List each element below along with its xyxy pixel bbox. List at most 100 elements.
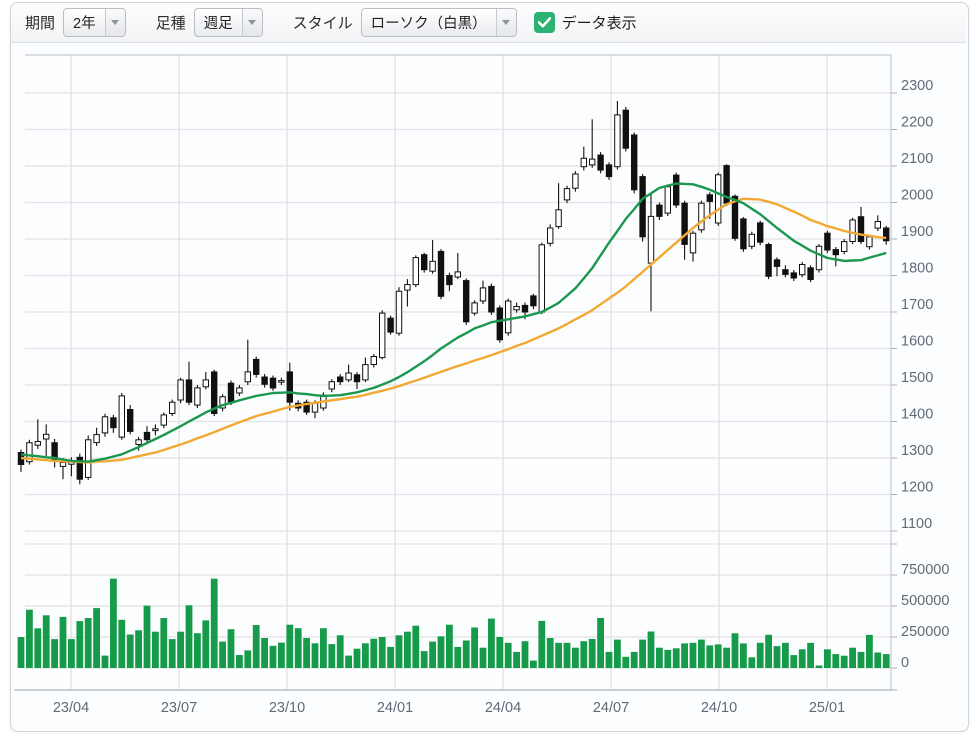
volume-bar[interactable]	[152, 631, 159, 668]
candle[interactable]	[337, 374, 344, 385]
volume-bar[interactable]	[378, 637, 386, 668]
volume-bar[interactable]	[194, 633, 201, 668]
candle[interactable]	[387, 315, 394, 335]
volume-bar[interactable]	[227, 629, 235, 668]
volume-bar[interactable]	[185, 605, 193, 668]
volume-bar[interactable]	[630, 651, 638, 668]
candle[interactable]	[412, 255, 420, 288]
candle[interactable]	[395, 287, 403, 336]
volume-bar[interactable]	[614, 639, 621, 668]
volume-bar[interactable]	[210, 578, 218, 668]
volume-bar[interactable]	[236, 655, 243, 668]
volume-bar[interactable]	[546, 638, 554, 668]
candle[interactable]	[169, 399, 176, 416]
candle[interactable]	[681, 200, 688, 260]
candle[interactable]	[614, 101, 621, 170]
volume-bar[interactable]	[244, 650, 252, 668]
volume-bar[interactable]	[731, 633, 739, 668]
candle[interactable]	[43, 424, 50, 457]
candle[interactable]	[505, 298, 512, 336]
volume-bar[interactable]	[345, 655, 352, 668]
candle[interactable]	[799, 262, 806, 278]
candle[interactable]	[219, 394, 226, 412]
period-select-arrow-button[interactable]	[104, 9, 125, 36]
candle[interactable]	[748, 231, 755, 250]
volume-bar[interactable]	[572, 647, 579, 668]
volume-bar[interactable]	[471, 627, 478, 669]
volume-bar[interactable]	[479, 647, 487, 668]
volume-bar[interactable]	[446, 624, 453, 668]
volume-bar[interactable]	[143, 605, 151, 668]
candle[interactable]	[572, 171, 579, 192]
candle[interactable]	[261, 374, 268, 388]
volume-bar[interactable]	[521, 641, 529, 668]
candle[interactable]	[488, 283, 495, 315]
volume-bar[interactable]	[404, 631, 411, 668]
volume-bar[interactable]	[748, 657, 756, 668]
volume-bar[interactable]	[17, 637, 25, 668]
candle[interactable]	[437, 249, 445, 300]
volume-bar[interactable]	[664, 649, 672, 668]
candle[interactable]	[555, 183, 562, 229]
volume-bar[interactable]	[362, 643, 369, 668]
volume-bar[interactable]	[59, 616, 67, 668]
volume-bar[interactable]	[513, 651, 520, 668]
volume-bar[interactable]	[496, 637, 504, 668]
volume-bar[interactable]	[832, 654, 840, 668]
data-display-checkbox[interactable]	[533, 12, 555, 33]
bartype-select-arrow-button[interactable]	[241, 9, 262, 36]
candle[interactable]	[143, 426, 151, 444]
volume-bar[interactable]	[857, 651, 865, 668]
volume-bar[interactable]	[303, 638, 310, 668]
candle[interactable]	[421, 252, 428, 273]
volume-bar[interactable]	[698, 639, 705, 668]
volume-bar[interactable]	[202, 620, 210, 668]
candle[interactable]	[832, 247, 839, 267]
volume-bar[interactable]	[101, 655, 109, 668]
candle[interactable]	[278, 377, 285, 385]
volume-bars[interactable]	[17, 578, 890, 669]
candle[interactable]	[815, 244, 823, 273]
volume-bar[interactable]	[790, 655, 798, 668]
candle[interactable]	[101, 413, 109, 437]
candle[interactable]	[446, 272, 453, 292]
volume-bar[interactable]	[782, 642, 789, 668]
candle[interactable]	[664, 184, 671, 216]
candle[interactable]	[471, 300, 478, 316]
candle[interactable]	[269, 375, 277, 391]
candle[interactable]	[345, 364, 352, 383]
volume-bar[interactable]	[849, 647, 856, 668]
candle[interactable]	[631, 132, 638, 194]
volume-bar[interactable]	[437, 636, 445, 668]
candle[interactable]	[656, 202, 663, 221]
volume-bar[interactable]	[42, 615, 50, 668]
style-select[interactable]: ローソク（白黒）	[360, 8, 517, 37]
bartype-select[interactable]: 週足	[193, 8, 263, 37]
volume-bar[interactable]	[815, 665, 823, 669]
volume-bar[interactable]	[168, 639, 176, 668]
candle[interactable]	[513, 302, 520, 313]
volume-bar[interactable]	[68, 639, 75, 668]
volume-bar[interactable]	[605, 651, 613, 668]
volume-bar[interactable]	[177, 631, 184, 668]
volume-bar[interactable]	[656, 647, 663, 668]
candle[interactable]	[883, 225, 890, 245]
candle[interactable]	[782, 265, 789, 278]
volume-bar[interactable]	[773, 646, 781, 668]
volume-bar[interactable]	[706, 645, 714, 668]
volume-bar[interactable]	[328, 644, 336, 668]
candle[interactable]	[51, 439, 58, 468]
volume-bar[interactable]	[51, 639, 58, 668]
volume-bar[interactable]	[580, 641, 588, 668]
candle[interactable]	[538, 242, 545, 315]
volume-bar[interactable]	[84, 618, 92, 668]
volume-bar[interactable]	[353, 648, 361, 668]
volume-bar[interactable]	[320, 628, 327, 668]
candle[interactable]	[463, 278, 470, 325]
volume-bar[interactable]	[824, 649, 831, 668]
volume-bar[interactable]	[219, 641, 226, 668]
volume-bar[interactable]	[597, 617, 604, 668]
volume-bar[interactable]	[387, 646, 394, 668]
volume-bar[interactable]	[504, 642, 512, 668]
candle[interactable]	[773, 257, 781, 277]
